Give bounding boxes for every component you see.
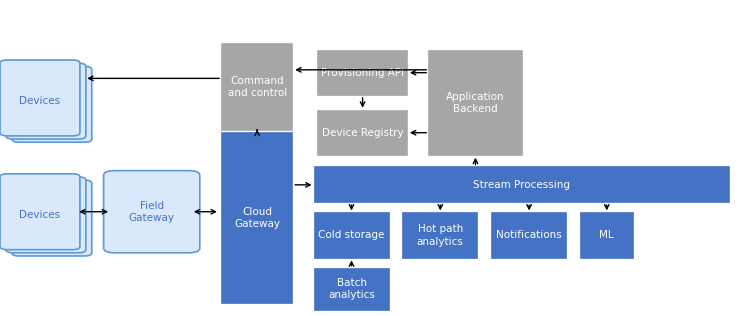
FancyBboxPatch shape	[314, 167, 729, 202]
FancyBboxPatch shape	[318, 51, 407, 95]
FancyBboxPatch shape	[222, 133, 292, 303]
FancyBboxPatch shape	[581, 213, 633, 258]
FancyBboxPatch shape	[492, 213, 566, 258]
Text: Stream Processing: Stream Processing	[473, 180, 571, 190]
Text: Field
Gateway: Field Gateway	[129, 201, 175, 223]
Text: Provisioning API: Provisioning API	[321, 68, 404, 78]
Text: ML: ML	[599, 230, 614, 240]
FancyBboxPatch shape	[314, 269, 388, 310]
FancyBboxPatch shape	[6, 177, 86, 253]
FancyBboxPatch shape	[12, 180, 92, 256]
Text: Cloud
Gateway: Cloud Gateway	[234, 207, 280, 229]
FancyBboxPatch shape	[104, 171, 200, 253]
Text: Notifications: Notifications	[497, 230, 562, 240]
FancyBboxPatch shape	[429, 51, 522, 155]
FancyBboxPatch shape	[6, 63, 86, 139]
Text: Application
Backend: Application Backend	[446, 92, 505, 114]
Text: Command
and control: Command and control	[227, 76, 287, 98]
Text: Batch
analytics: Batch analytics	[328, 278, 375, 300]
FancyBboxPatch shape	[12, 66, 92, 142]
FancyBboxPatch shape	[222, 44, 292, 130]
FancyBboxPatch shape	[0, 174, 80, 250]
FancyBboxPatch shape	[0, 60, 80, 136]
Text: Cold storage: Cold storage	[318, 230, 385, 240]
Text: Hot path
analytics: Hot path analytics	[417, 224, 464, 246]
Text: Devices: Devices	[19, 96, 61, 106]
Text: Device Registry: Device Registry	[322, 128, 403, 138]
Text: Devices: Devices	[19, 210, 61, 220]
FancyBboxPatch shape	[314, 213, 388, 258]
FancyBboxPatch shape	[318, 111, 407, 155]
FancyBboxPatch shape	[403, 213, 477, 258]
